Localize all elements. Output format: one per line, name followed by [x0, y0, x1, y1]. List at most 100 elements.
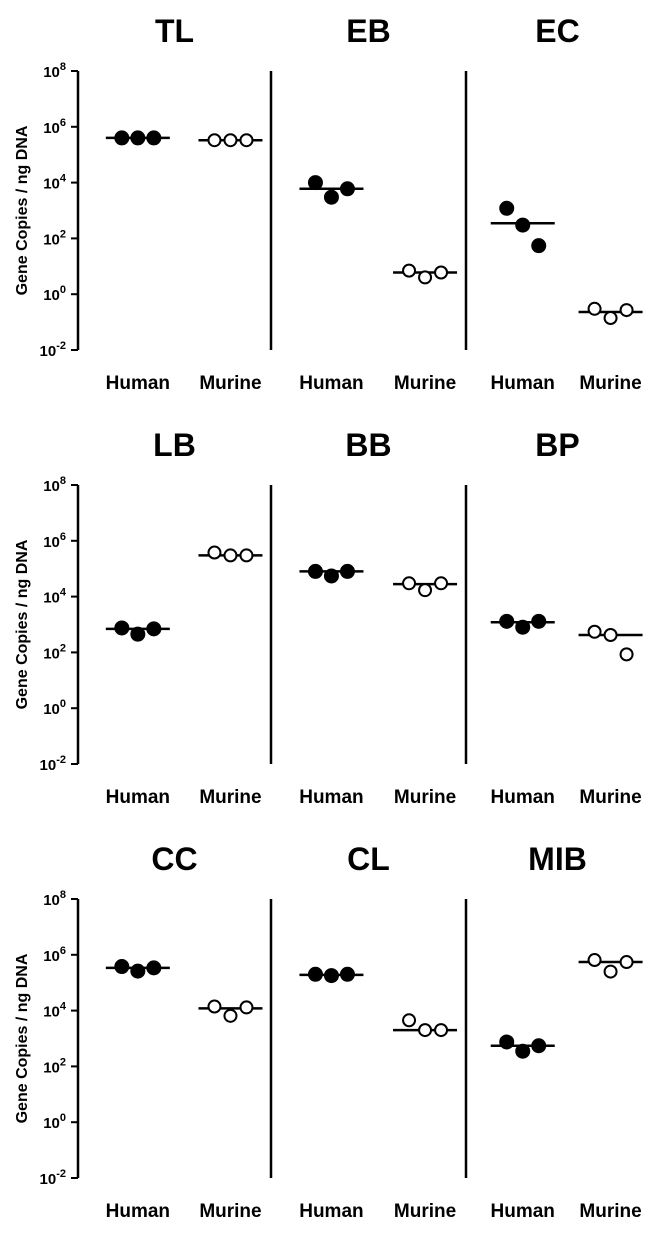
x-tick-label: Murine — [199, 787, 261, 808]
murine-point — [402, 1013, 417, 1028]
y-tick-label: 108 — [43, 61, 66, 81]
chart-row-3: 108 106 104 102 100 10-2 Gene Copies / ng DNA C… — [14, 841, 643, 1222]
murine-point — [619, 955, 634, 970]
x-tick-label: Human — [106, 1201, 170, 1222]
y-axis-title: Gene Copies / ng DNA — [14, 125, 31, 295]
human-point — [307, 966, 323, 982]
murine-point — [418, 1023, 433, 1038]
human-point — [114, 130, 130, 146]
y-tick-label: 104 — [43, 173, 67, 193]
murine-point — [587, 624, 602, 639]
murine-point — [402, 576, 417, 591]
murine-point — [402, 263, 417, 278]
x-tick-label: Human — [299, 1201, 363, 1222]
panel-title: CC — [151, 841, 197, 877]
murine-point — [587, 301, 602, 316]
y-tick-label: 108 — [43, 475, 66, 495]
panel-cc: CC Human Murine — [106, 841, 263, 1222]
human-point — [130, 130, 146, 146]
x-tick-label: Human — [491, 373, 555, 394]
human-point — [114, 959, 130, 975]
x-tick-label: Human — [299, 373, 363, 394]
x-tick-label: Murine — [394, 787, 456, 808]
panel-mib: MIB Human Murine — [491, 841, 643, 1222]
y-axis-title: Gene Copies / ng DNA — [14, 539, 31, 709]
human-point — [515, 619, 531, 635]
x-tick-label: Murine — [199, 1201, 261, 1222]
human-point — [323, 189, 339, 205]
panel-tl: TL Human Murine — [106, 13, 263, 394]
murine-point — [603, 628, 618, 643]
chart-row-1: 108 106 104 102 100 10-2 Gene Copies / ng DNA T… — [14, 13, 643, 394]
human-point — [515, 1043, 531, 1059]
murine-point — [223, 1008, 238, 1023]
y-tick-label: 102 — [43, 642, 66, 662]
human-point — [114, 620, 130, 636]
murine-point — [239, 1000, 254, 1015]
x-tick-label: Human — [106, 373, 170, 394]
murine-point — [434, 576, 449, 591]
murine-point — [434, 265, 449, 280]
y-tick-label: 106 — [43, 531, 66, 551]
panel-title: CL — [347, 841, 390, 877]
x-tick-label: Murine — [579, 1201, 641, 1222]
y-tick-label: 100 — [43, 698, 66, 718]
x-tick-label: Murine — [199, 373, 261, 394]
y-tick-label: 100 — [43, 284, 66, 304]
panel-title: EB — [346, 13, 390, 49]
murine-point — [223, 133, 238, 148]
murine-point — [418, 583, 433, 598]
panel-bp: BP Human Murine — [491, 427, 643, 808]
murine-point — [619, 647, 634, 662]
human-point — [307, 175, 323, 191]
panel-cl: CL Human Murine — [299, 841, 458, 1222]
y-axis-title: Gene Copies / ng DNA — [14, 953, 31, 1123]
human-point — [130, 963, 146, 979]
panel-title: EC — [535, 13, 579, 49]
y-tick-label: 106 — [43, 117, 66, 137]
panel-bb: BB Human Murine — [299, 427, 458, 808]
y-tick-label: 104 — [43, 587, 67, 607]
x-tick-label: Human — [299, 787, 363, 808]
y-tick-label: 102 — [43, 1056, 66, 1076]
y-tick-label: 10-2 — [40, 340, 66, 360]
human-point — [323, 568, 339, 584]
human-point — [146, 130, 162, 146]
murine-point — [619, 303, 634, 318]
chart-row-2: 108 106 104 102 100 10-2 Gene Copies / ng DNA L… — [14, 427, 643, 808]
murine-point — [603, 964, 618, 979]
x-tick-label: Human — [106, 787, 170, 808]
human-point — [515, 217, 531, 233]
human-point — [531, 613, 547, 629]
x-tick-label: Human — [491, 1201, 555, 1222]
murine-point — [434, 1023, 449, 1038]
murine-point — [587, 953, 602, 968]
x-tick-label: Murine — [579, 373, 641, 394]
murine-point — [223, 548, 238, 563]
murine-point — [239, 548, 254, 563]
panel-title: LB — [153, 427, 196, 463]
murine-point — [418, 270, 433, 285]
y-tick-label: 10-2 — [40, 1168, 66, 1188]
human-point — [130, 626, 146, 642]
human-point — [323, 968, 339, 984]
y-tick-label: 100 — [43, 1112, 66, 1132]
panel-title: TL — [155, 13, 194, 49]
human-point — [307, 563, 323, 579]
human-point — [531, 238, 547, 254]
murine-point — [207, 545, 222, 560]
panel-title: BB — [345, 427, 391, 463]
panel-ec: EC Human Murine — [491, 13, 643, 394]
panel-title: MIB — [528, 841, 587, 877]
human-point — [146, 621, 162, 637]
panel-eb: EB Human Murine — [299, 13, 458, 394]
human-point — [339, 966, 355, 982]
x-tick-label: Human — [491, 787, 555, 808]
human-point — [339, 181, 355, 197]
human-point — [146, 960, 162, 976]
human-point — [339, 563, 355, 579]
murine-point — [603, 311, 618, 326]
human-point — [499, 200, 515, 216]
human-point — [499, 613, 515, 629]
